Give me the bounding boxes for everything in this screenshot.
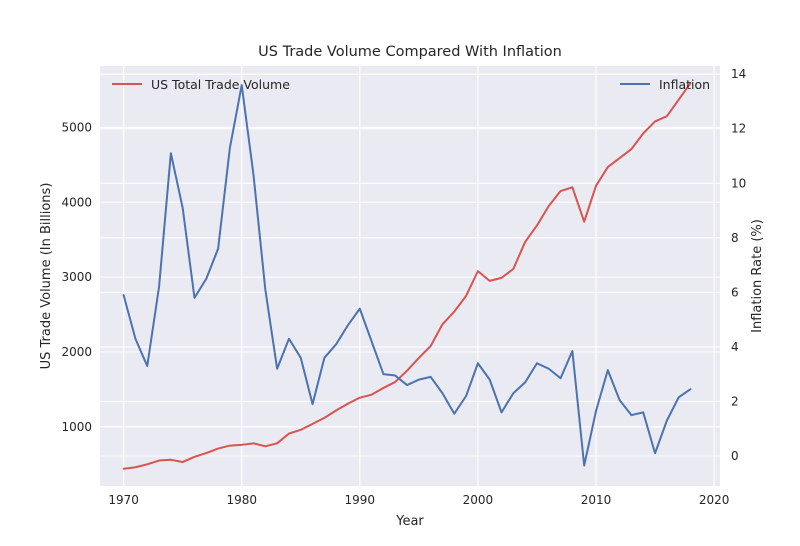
x-axis-label: Year xyxy=(395,514,424,529)
y-right-tick-label: 2 xyxy=(731,394,739,408)
inflation-line xyxy=(122,84,692,467)
y-right-tick-label: 10 xyxy=(731,176,746,190)
chart-title: US Trade Volume Compared With Inflation xyxy=(258,44,562,60)
x-tick-label: 2010 xyxy=(581,493,612,507)
y-right-tick-label: 0 xyxy=(731,449,739,463)
legend-inflation-label: Inflation xyxy=(659,77,710,92)
y-right-tick-label: 6 xyxy=(731,285,739,299)
legend-trade: US Total Trade Volume xyxy=(112,77,290,92)
y-axis-left-label: US Trade Volume (In Billions) xyxy=(39,183,54,370)
y-right-tick-label: 4 xyxy=(731,340,739,354)
y-right-tick-label: 14 xyxy=(731,67,746,81)
plot-background xyxy=(100,66,720,486)
trade-volume-line xyxy=(122,82,692,470)
x-tick-label: 2000 xyxy=(463,493,494,507)
y-left-tick-label: 5000 xyxy=(61,120,92,134)
y-left-tick-label: 2000 xyxy=(61,345,92,359)
x-tick-label: 2020 xyxy=(699,493,730,507)
x-tick-label: 1990 xyxy=(345,493,376,507)
tick-labels: 1970 1980 1990 2000 2010 20201000200030004000… xyxy=(61,67,746,507)
grid xyxy=(100,66,720,486)
y-axis-right-label: Inflation Rate (%) xyxy=(750,219,765,333)
legend-inflation: Inflation xyxy=(620,77,710,92)
x-tick-label: 1980 xyxy=(226,493,257,507)
y-left-tick-label: 3000 xyxy=(61,270,92,284)
y-left-tick-label: 1000 xyxy=(61,420,92,434)
y-right-tick-label: 8 xyxy=(731,231,739,245)
y-right-tick-label: 12 xyxy=(731,122,746,136)
series-layer xyxy=(122,82,692,470)
x-tick-label: 1970 xyxy=(108,493,139,507)
legend-trade-label: US Total Trade Volume xyxy=(151,77,290,92)
y-left-tick-label: 4000 xyxy=(61,195,92,209)
